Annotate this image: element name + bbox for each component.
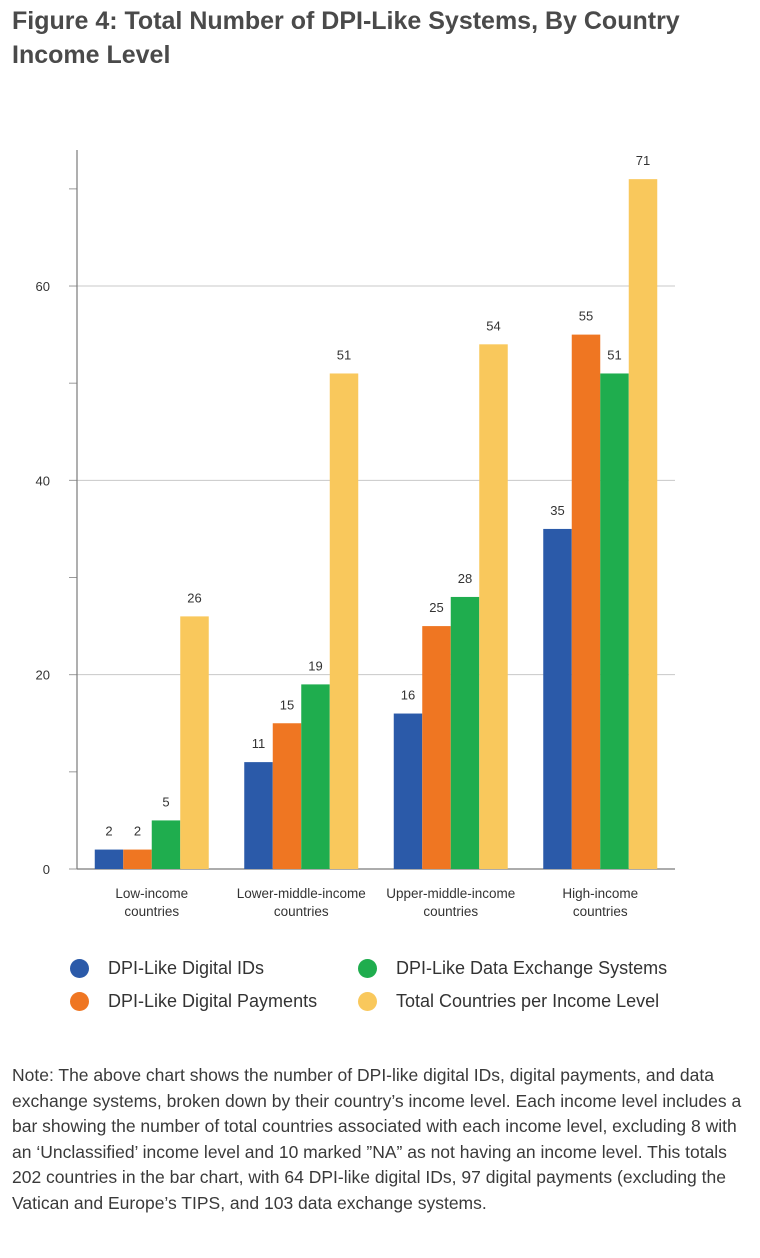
data-label-digital-payments: 25 — [429, 600, 443, 615]
bar-data-exchange — [301, 684, 330, 869]
data-label-digital-ids: 16 — [401, 688, 415, 703]
data-label-digital-payments: 55 — [579, 309, 593, 324]
x-tick-label: Lower-middle-income — [237, 886, 366, 901]
x-tick-label: countries — [124, 904, 179, 919]
legend-item-data-exchange: DPI-Like Data Exchange Systems — [358, 955, 667, 981]
bar-data-exchange — [450, 596, 480, 869]
legend-label-data-exchange: DPI-Like Data Exchange Systems — [396, 957, 668, 978]
legend-swatch-digital-ids — [70, 958, 89, 978]
data-label-total-countries: 51 — [337, 347, 351, 362]
bar-digital-ids — [244, 762, 273, 869]
legend-swatch-data-exchange — [358, 958, 377, 978]
data-label-data-exchange: 5 — [162, 794, 169, 809]
bar-data-exchange — [600, 373, 629, 869]
legend-label-total-countries: Total Countries per Income Level — [396, 990, 660, 1011]
data-label-data-exchange: 51 — [607, 347, 621, 362]
data-label-data-exchange: 28 — [458, 571, 472, 586]
bar-digital-payments — [272, 723, 302, 869]
bar-total-countries — [180, 616, 209, 869]
y-tick-label: 40 — [36, 473, 50, 488]
bar-digital-ids — [543, 528, 572, 869]
data-label-digital-ids: 35 — [550, 503, 564, 518]
bar-digital-ids — [94, 849, 124, 869]
y-tick-label: 60 — [36, 279, 50, 294]
legend-label-digital-payments: DPI-Like Digital Payments — [108, 990, 318, 1011]
data-label-total-countries: 26 — [187, 590, 201, 605]
data-label-data-exchange: 19 — [308, 658, 322, 673]
data-label-digital-ids: 11 — [252, 736, 266, 751]
legend-item-digital-ids: DPI-Like Digital IDs — [70, 955, 264, 981]
y-tick-label: 0 — [43, 862, 50, 877]
bar-digital-payments — [422, 626, 451, 869]
bar-total-countries — [329, 373, 359, 869]
data-label-total-countries: 54 — [486, 318, 500, 333]
bar-digital-payments — [123, 849, 152, 869]
bar-digital-payments — [571, 334, 601, 869]
legend-swatch-digital-payments — [70, 991, 89, 1011]
bar-digital-ids — [393, 713, 423, 869]
x-tick-label: countries — [423, 904, 478, 919]
legend-item-total-countries: Total Countries per Income Level — [358, 988, 659, 1014]
x-tick-label: High-income — [562, 886, 638, 901]
bar-data-exchange — [151, 820, 181, 869]
legend-item-digital-payments: DPI-Like Digital Payments — [70, 988, 317, 1014]
y-tick-label: 20 — [36, 668, 50, 683]
x-tick-label: Upper-middle-income — [386, 886, 515, 901]
data-label-digital-payments: 2 — [134, 824, 141, 839]
chart-note: Note: The above chart shows the number o… — [12, 1065, 742, 1213]
bar-total-countries — [628, 179, 658, 869]
data-label-total-countries: 71 — [636, 153, 650, 168]
x-tick-label: countries — [573, 904, 628, 919]
bar-total-countries — [479, 344, 508, 869]
data-label-digital-payments: 15 — [280, 697, 294, 712]
x-tick-label: Low-income — [115, 886, 188, 901]
legend-label-digital-ids: DPI-Like Digital IDs — [108, 957, 265, 978]
x-tick-label: countries — [274, 904, 329, 919]
data-label-digital-ids: 2 — [105, 824, 112, 839]
legend-swatch-total-countries — [358, 991, 377, 1011]
chart-title: Figure 4: Total Number of DPI-Like Syste… — [12, 7, 680, 69]
